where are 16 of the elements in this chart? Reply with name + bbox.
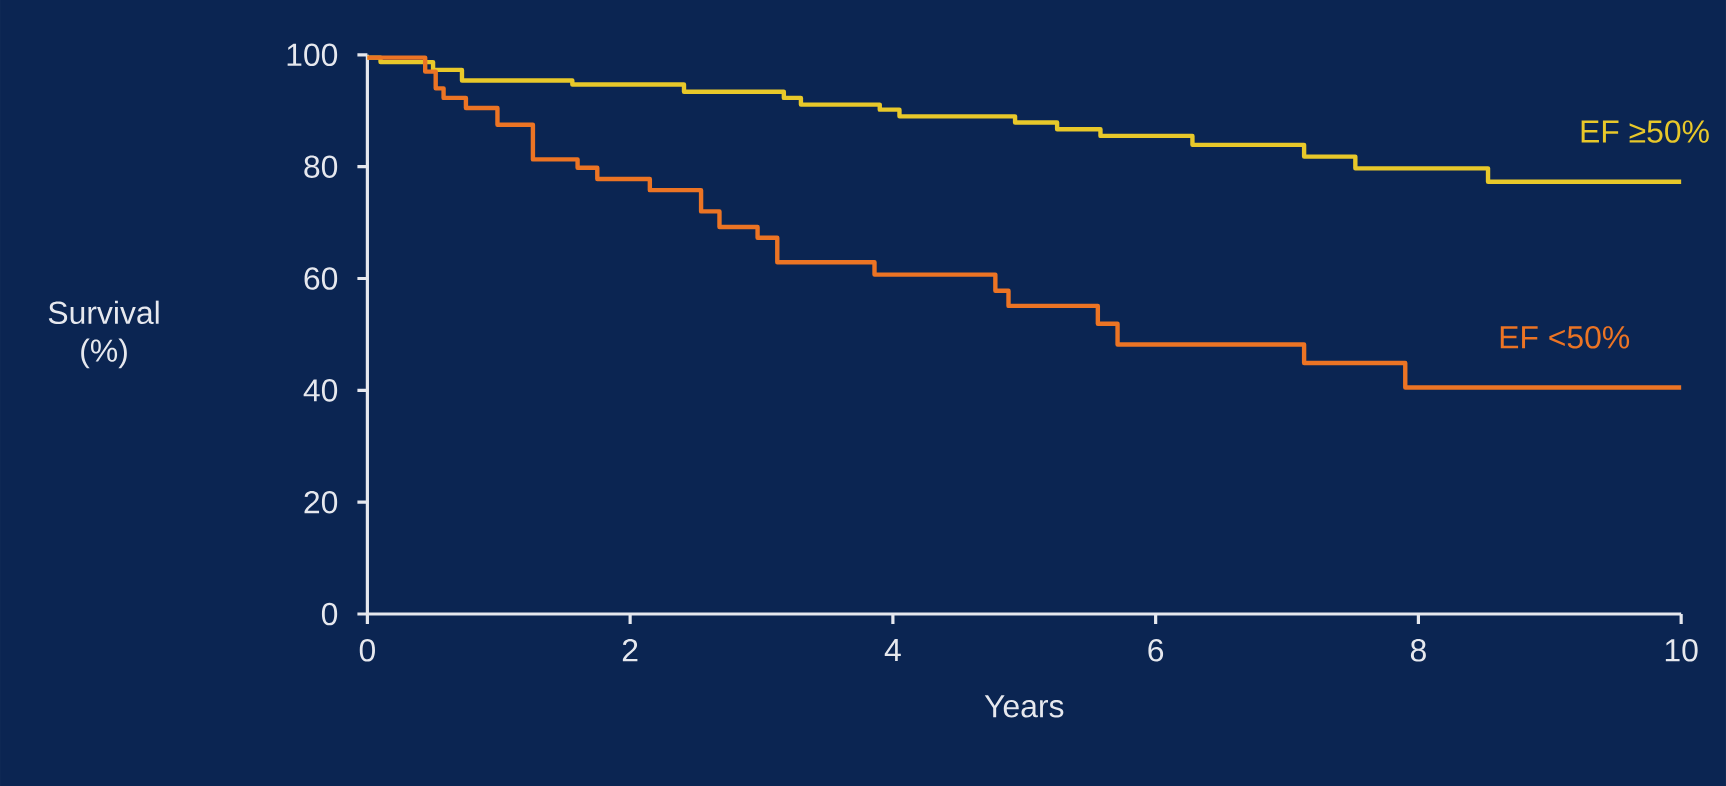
x-tick-label: 0	[359, 638, 375, 662]
y-axis-title: Survival (%)	[48, 300, 159, 368]
y-tick-label: 40	[303, 378, 338, 402]
y-tick-label: 60	[304, 266, 338, 290]
series-label: EF <50%	[1500, 325, 1630, 349]
y-tick-label: 20	[304, 490, 338, 514]
y-tick-label: 100	[287, 43, 338, 66]
x-tick-label: 6	[1148, 638, 1164, 662]
x-tick-label: 10	[1665, 638, 1698, 662]
x-tick-label: 8	[1410, 638, 1426, 662]
series-label: EF ≥50%	[1581, 120, 1709, 143]
x-tick-label: 2	[622, 638, 638, 662]
x-tick-label: 4	[884, 638, 901, 661]
y-tick-label: 80	[304, 155, 338, 178]
x-axis-title: Years	[984, 694, 1064, 718]
y-tick-label: 0	[321, 602, 338, 626]
